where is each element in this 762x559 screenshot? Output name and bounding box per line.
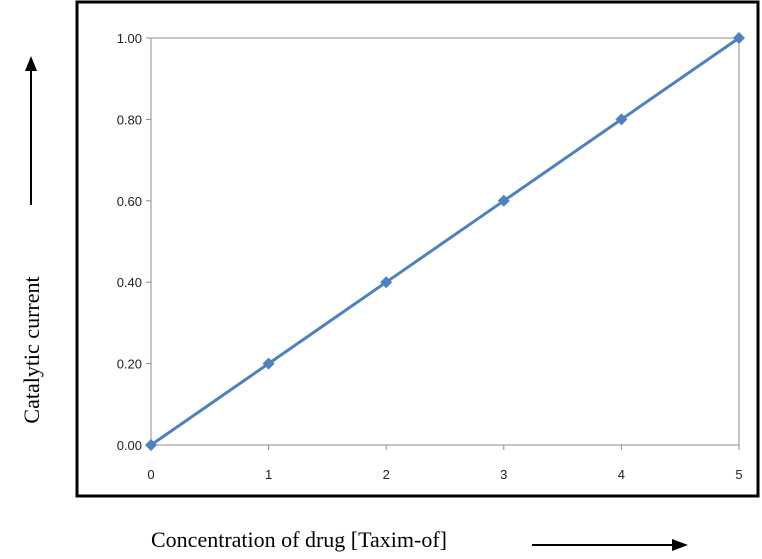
- series-line: [150, 36, 740, 447]
- data-point-marker: [615, 113, 628, 126]
- data-point-marker: [380, 276, 393, 289]
- y-tick-label: 0.00: [117, 438, 142, 453]
- data-point-marker: [497, 194, 510, 207]
- y-axis-title: Catalytic current: [19, 276, 44, 423]
- x-tick-label: 2: [383, 467, 390, 482]
- x-axis-title: Concentration of drug [Taxim-of]: [151, 527, 447, 552]
- x-tick-label: 1: [265, 467, 272, 482]
- x-tick-label: 0: [147, 467, 154, 482]
- y-tick-label: 1.00: [117, 31, 142, 46]
- y-tick-label: 0.40: [117, 275, 142, 290]
- series-layer: [145, 32, 745, 451]
- plot-area: [150, 37, 740, 446]
- data-point-marker: [145, 439, 157, 451]
- x-tick-label: 4: [618, 467, 625, 482]
- y-tick-label: 0.20: [117, 357, 142, 372]
- y-axis-ticks: 0.00 0.20 0.40 0.60 0.80 1.00: [117, 31, 151, 453]
- x-tick-label: 5: [735, 467, 742, 482]
- x-axis-arrow-icon: [532, 539, 688, 551]
- chart-frame: [75, 0, 760, 498]
- y-tick-label: 0.60: [117, 194, 142, 209]
- data-point-marker: [733, 32, 745, 44]
- y-axis-arrow-icon: [25, 56, 37, 205]
- y-tick-label: 0.80: [117, 112, 142, 127]
- x-tick-label: 3: [500, 467, 507, 482]
- data-point-marker: [262, 357, 275, 370]
